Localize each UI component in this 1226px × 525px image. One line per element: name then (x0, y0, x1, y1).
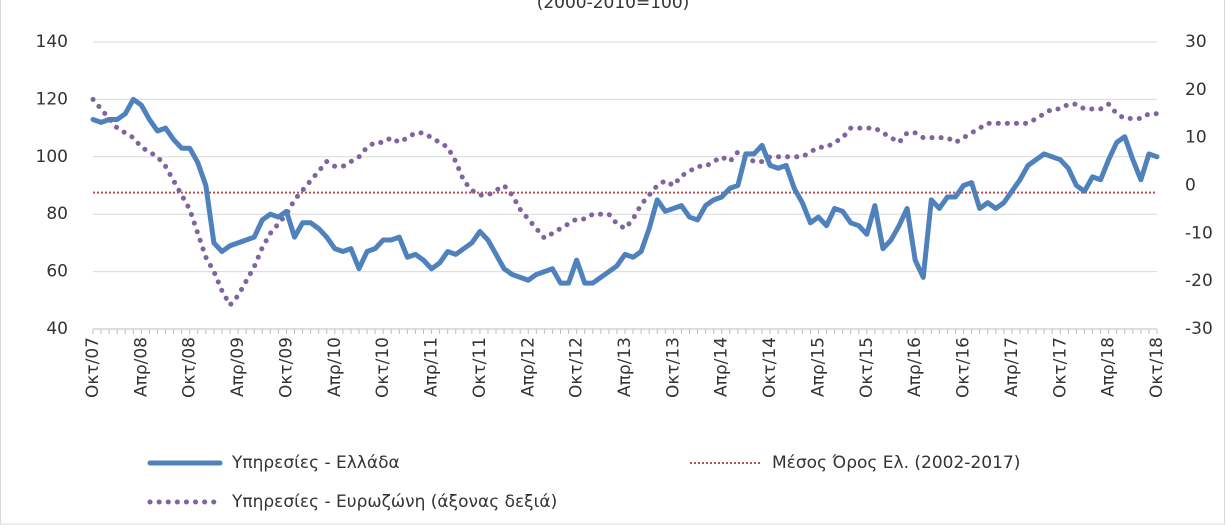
x-tick-label: Οκτ/16 (954, 337, 974, 398)
y2-tick-label: 20 (1185, 80, 1207, 100)
y-tick-label: 40 (46, 319, 68, 339)
y2-tick-label: -20 (1185, 271, 1213, 291)
x-tick-label: Απρ/13 (615, 337, 635, 397)
x-tick-label: Απρ/10 (325, 337, 345, 397)
y-tick-label: 100 (36, 147, 68, 167)
x-tick-label: Οκτ/15 (857, 337, 877, 398)
x-tick-label: Οκτ/08 (180, 337, 200, 398)
x-tick-label: Απρ/18 (1099, 337, 1119, 397)
x-tick-label: Απρ/12 (518, 337, 538, 397)
legend-label: Υπηρεσίες - Ελλάδα (231, 453, 400, 473)
x-tick-label: Οκτ/09 (276, 337, 296, 398)
y2-tick-label: -30 (1185, 319, 1213, 339)
x-tick-label: Απρ/09 (228, 337, 248, 397)
x-tick-label: Οκτ/14 (760, 337, 780, 398)
x-tick-label: Απρ/08 (131, 337, 151, 397)
x-tick-label: Οκτ/10 (373, 337, 393, 398)
x-tick-label: Απρ/17 (1002, 337, 1022, 397)
series-line (90, 96, 1160, 308)
y2-tick-label: 10 (1185, 128, 1207, 148)
y-tick-label: 120 (36, 89, 68, 109)
x-tick-label: Απρ/16 (905, 337, 925, 397)
x-tick-label: Απρ/15 (808, 337, 828, 397)
y-tick-label: 140 (36, 32, 68, 52)
chart-subtitle: (2000-2010=100) (537, 0, 690, 13)
x-tick-label: Οκτ/11 (470, 337, 490, 398)
y2-tick-label: 0 (1185, 176, 1196, 196)
y2-tick-label: -10 (1185, 223, 1213, 243)
x-tick-label: Οκτ/17 (1050, 337, 1070, 398)
legend-label: Υπηρεσίες - Ευρωζώνη (άξονας δεξιά) (231, 492, 557, 512)
x-tick-label: Απρ/11 (422, 337, 442, 397)
x-tick-label: Οκτ/18 (1147, 337, 1167, 398)
x-tick-label: Απρ/14 (712, 337, 732, 397)
y-tick-label: 60 (46, 262, 68, 282)
legend-label: Μέσος Όρος Ελ. (2002-2017) (772, 453, 1020, 473)
y2-tick-label: 30 (1185, 32, 1207, 52)
y-tick-label: 80 (46, 204, 68, 224)
series-line (90, 96, 1160, 286)
x-tick-label: Οκτ/13 (663, 337, 683, 398)
x-tick-label: Οκτ/12 (567, 337, 587, 398)
x-tick-label: Οκτ/07 (83, 337, 103, 398)
